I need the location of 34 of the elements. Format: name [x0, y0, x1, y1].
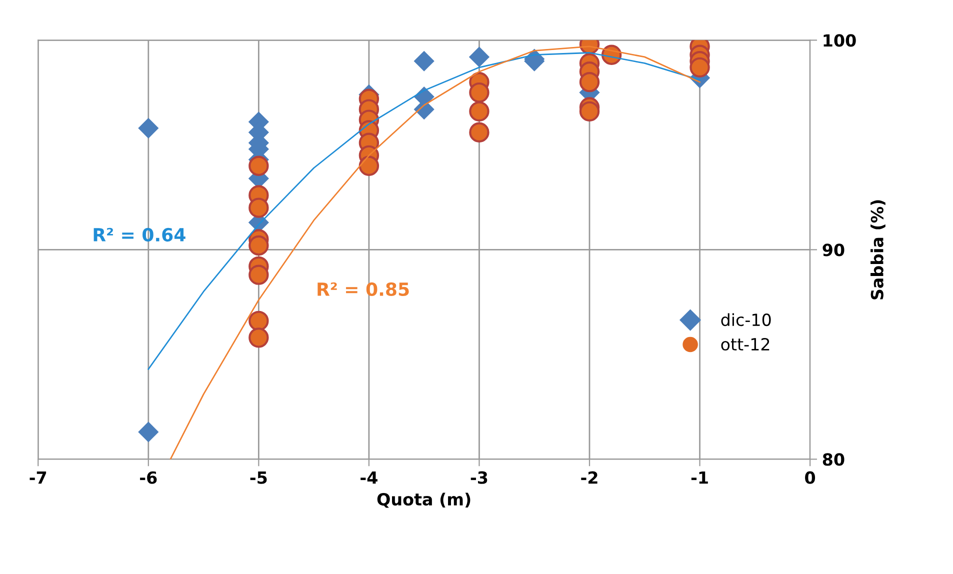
y-tick-label: 80: [822, 453, 844, 466]
x-tick-label: -3: [470, 471, 488, 484]
point: [138, 422, 159, 442]
point: [690, 57, 710, 78]
annotation: R² = 0.85: [318, 282, 409, 296]
point: [358, 156, 380, 176]
annotation: R² = 0.64: [94, 228, 186, 242]
point: [248, 198, 269, 218]
point: [248, 264, 269, 285]
x-tick-label: -4: [360, 472, 378, 484]
point: [414, 50, 434, 72]
y-tick-label: 100: [824, 34, 856, 47]
point: [248, 235, 269, 256]
point: [579, 101, 600, 122]
point: [138, 118, 159, 138]
x-tick-label: -1: [691, 472, 708, 484]
x-tick-label: -5: [250, 472, 267, 484]
y-tick-label: 90: [822, 244, 844, 256]
x-tick-label: -7: [30, 472, 46, 484]
legend-label: ott-12: [721, 338, 770, 351]
x-tick-label: -2: [581, 471, 598, 484]
point: [579, 72, 600, 92]
x-axis-title: Quota (m): [377, 492, 470, 508]
legend-label: dic-10: [721, 313, 771, 326]
x-tick-label: 0: [805, 471, 816, 484]
point: [469, 101, 490, 122]
point: [248, 156, 269, 176]
point: [468, 46, 490, 68]
x-tick-label: -6: [140, 471, 157, 484]
point: [248, 310, 269, 332]
point: [469, 82, 490, 103]
point: [469, 122, 490, 142]
y-axis-title: Sabbia (%): [870, 200, 886, 300]
point: [248, 328, 269, 348]
